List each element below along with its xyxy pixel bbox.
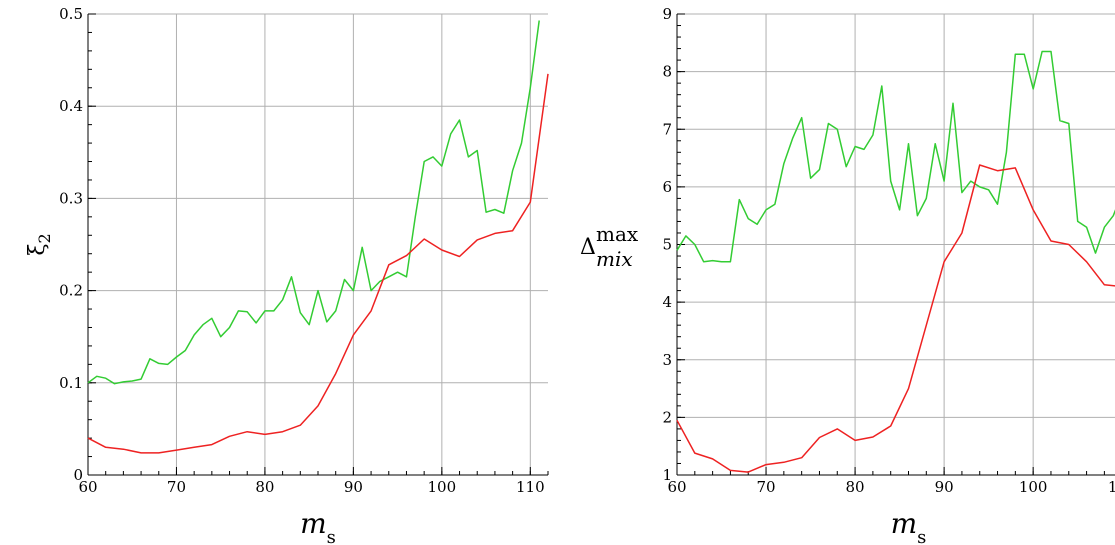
y-tick-label: 3	[662, 351, 672, 369]
y-tick-label: 9	[662, 5, 672, 23]
y-tick-label: 8	[662, 63, 672, 81]
chart-xi2: 60 70 80 90 100 110 0 0.1 0.2 0.3 0.4 0.5 ms ξ2	[25, 5, 549, 545]
y-tick-label: 7	[662, 120, 672, 138]
x-tick-label: 100	[428, 478, 457, 496]
y-tick-label: 0.4	[59, 97, 83, 115]
x-tick-label: 70	[756, 478, 775, 496]
x-tick-label: 90	[344, 478, 363, 496]
x-tick-label: 100	[1019, 478, 1048, 496]
x-tick-label: 70	[167, 478, 186, 496]
x-tick-label: 110	[1108, 478, 1115, 496]
y-tick-label: 0	[73, 466, 83, 484]
svg-text:Δ: Δ	[580, 235, 596, 260]
y-tick-label: 0.5	[59, 5, 83, 23]
x-axis-label: ms	[891, 507, 927, 545]
series-line-red	[676, 164, 1115, 473]
y-tick-label: 4	[662, 293, 672, 311]
y-tick-label: 6	[662, 178, 672, 196]
y-axis-label: ξ2	[25, 233, 54, 255]
series-line-green	[87, 20, 540, 385]
y-tick-label: 0.2	[59, 282, 83, 300]
x-axis-label: ms	[300, 507, 336, 545]
y-tick-label: 0.1	[59, 374, 83, 392]
y-tick-label: 0.3	[59, 189, 83, 207]
x-tick-label: 60	[78, 478, 97, 496]
x-tick-label: 80	[846, 478, 865, 496]
x-tick-label: 60	[667, 478, 686, 496]
y-tick-label: 1	[662, 466, 672, 484]
y-tick-label: 5	[662, 236, 672, 254]
x-tick-label: 80	[255, 478, 274, 496]
svg-text:mix: mix	[596, 247, 633, 271]
x-tick-label: 90	[935, 478, 954, 496]
x-tick-label: 110	[516, 478, 545, 496]
series-line-green	[676, 50, 1115, 263]
svg-text:max: max	[596, 222, 639, 246]
y-tick-label: 2	[662, 408, 672, 426]
series-line-red	[87, 73, 549, 454]
